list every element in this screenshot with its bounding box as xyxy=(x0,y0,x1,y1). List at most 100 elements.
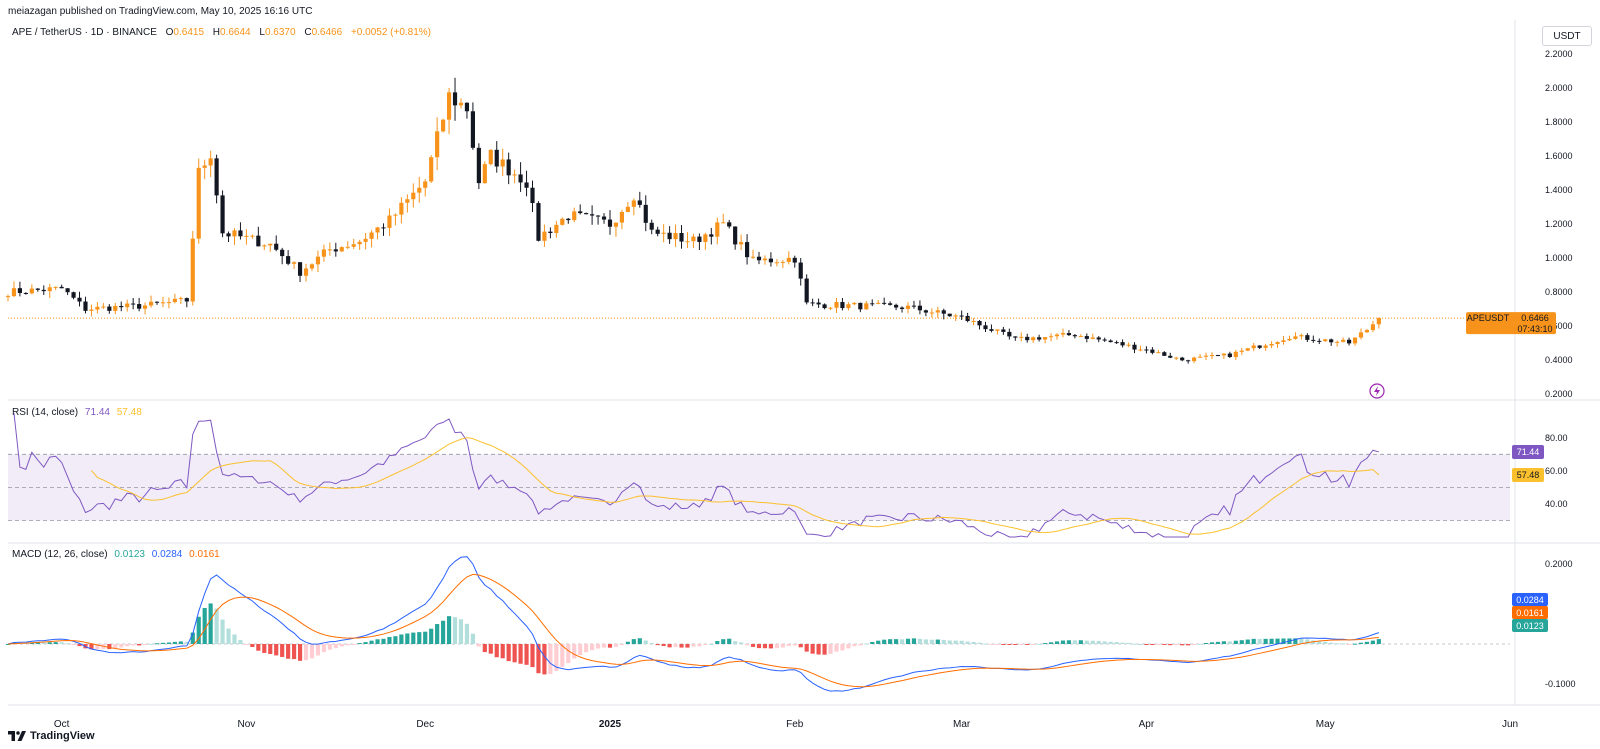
candle-body xyxy=(1209,355,1215,357)
macd-hist-bar xyxy=(971,641,976,644)
candle-body xyxy=(77,297,82,302)
candle-body xyxy=(864,303,869,310)
open-label: O xyxy=(165,27,174,38)
candle-body xyxy=(935,310,940,313)
symbol-name[interactable]: APE / TetherUS · 1D · BINANCE xyxy=(12,27,157,38)
candle xyxy=(679,225,684,249)
candle-body xyxy=(59,286,64,289)
macd-legend[interactable]: MACD (12, 26, close) 0.0123 0.0284 0.016… xyxy=(12,549,224,560)
candle-body xyxy=(750,256,756,258)
macd-hist-bar xyxy=(1114,642,1119,644)
candle xyxy=(542,224,547,247)
macd-hist-bar xyxy=(613,644,619,647)
macd-hist-bar xyxy=(691,644,696,647)
candle xyxy=(1275,341,1280,348)
candle-body xyxy=(536,203,541,241)
chart-canvas[interactable]: 2.2000 2.0000 1.8000 1.6000 1.4000 1.2000 1.00… xyxy=(0,0,1600,730)
macd-value-tag xyxy=(1512,619,1548,632)
candle xyxy=(762,255,768,265)
macd-hist-bar xyxy=(536,644,541,674)
price-pane[interactable] xyxy=(5,77,1500,364)
candle xyxy=(1019,332,1024,342)
candle xyxy=(1364,328,1370,333)
candle xyxy=(411,183,416,208)
candle-body xyxy=(65,288,70,293)
tradingview-footer[interactable]: TradingView xyxy=(8,730,95,742)
candle xyxy=(202,159,207,180)
candle xyxy=(5,294,11,302)
candle-body xyxy=(1156,352,1161,354)
macd-hist-bar xyxy=(828,644,833,654)
candle xyxy=(1221,353,1226,359)
price-axis[interactable]: 2.2000 2.0000 1.8000 1.6000 1.4000 1.2000 1.00… xyxy=(1545,49,1573,399)
candle xyxy=(947,313,952,317)
candle-body xyxy=(214,158,219,196)
high-value: 0.6644 xyxy=(220,27,251,38)
macd-hist-bar xyxy=(1150,644,1155,645)
candle-body xyxy=(810,302,815,304)
published-header: meiazagan published on TradingView.com, … xyxy=(8,6,313,17)
macd-pane[interactable]: 0.2000 -0.1000 0.0284 0.0161 0.0123 xyxy=(5,556,1576,692)
candle xyxy=(721,213,726,224)
rsi-legend[interactable]: RSI (14, close) 71.44 57.48 xyxy=(12,407,146,418)
candle-body xyxy=(458,102,464,106)
candle xyxy=(1013,336,1018,341)
candle-body xyxy=(1084,336,1089,339)
candle-body xyxy=(554,224,559,234)
macd-hist-bar xyxy=(1186,644,1191,646)
candle-body xyxy=(1227,353,1232,357)
macd-hist-bar xyxy=(816,644,821,655)
macd-hist-bar xyxy=(220,619,225,644)
candle-body xyxy=(595,215,601,217)
macd-hist-bar xyxy=(524,644,529,665)
candle xyxy=(482,161,487,184)
candle xyxy=(655,226,660,237)
macd-hist-bar xyxy=(1001,644,1006,645)
macd-hist-bar xyxy=(1174,644,1179,646)
candle-body xyxy=(601,216,607,220)
macd-value-tag xyxy=(1512,593,1548,606)
macd-hist-bar xyxy=(1215,641,1221,644)
candle-body xyxy=(530,187,535,204)
macd-hist-bar xyxy=(810,644,815,654)
candle xyxy=(303,263,309,282)
currency-button[interactable]: USDT xyxy=(1542,26,1592,46)
candle-body xyxy=(1102,339,1107,341)
lightning-icon[interactable] xyxy=(1369,383,1385,399)
macd-hist-bar xyxy=(411,632,416,644)
macd-value-tag-text: 0.0161 xyxy=(1516,608,1544,618)
candle xyxy=(1215,354,1221,357)
macd-hist-bar xyxy=(1227,641,1232,644)
macd-hist-bar xyxy=(506,644,511,662)
time-axis-label: Feb xyxy=(786,719,804,730)
candle xyxy=(1317,338,1322,345)
candle xyxy=(369,230,374,248)
macd-hist-bar xyxy=(959,640,964,644)
candle xyxy=(1168,352,1173,359)
macd-hist-bar xyxy=(607,644,613,648)
candle-body xyxy=(53,286,58,288)
candle xyxy=(166,297,172,309)
candle-body xyxy=(488,149,493,165)
time-axis[interactable]: Oct Nov Dec 2025 Feb Mar Apr May Jun xyxy=(54,719,1518,730)
price-axis-label: 1.2000 xyxy=(1545,219,1573,229)
macd-hist-bar xyxy=(798,644,803,648)
candle xyxy=(625,202,630,213)
macd-hist-bar xyxy=(679,644,684,648)
macd-hist-bar xyxy=(834,644,839,652)
candle-body xyxy=(667,232,672,240)
macd-hist-bar xyxy=(542,644,547,675)
macd-hist-bar xyxy=(1007,644,1012,645)
candle xyxy=(148,295,154,308)
candle-body xyxy=(756,256,762,261)
candle xyxy=(315,250,321,273)
candle xyxy=(929,308,934,318)
rsi-pane[interactable]: 80.00 60.00 40.00 71.44 57.48 xyxy=(8,412,1568,538)
candle xyxy=(905,302,911,314)
price-axis-label: 1.4000 xyxy=(1545,185,1573,195)
macd-hist-bar xyxy=(458,619,464,644)
candle xyxy=(1197,354,1203,358)
candle xyxy=(518,162,523,192)
candle xyxy=(327,242,332,256)
candle-body xyxy=(1096,337,1101,340)
